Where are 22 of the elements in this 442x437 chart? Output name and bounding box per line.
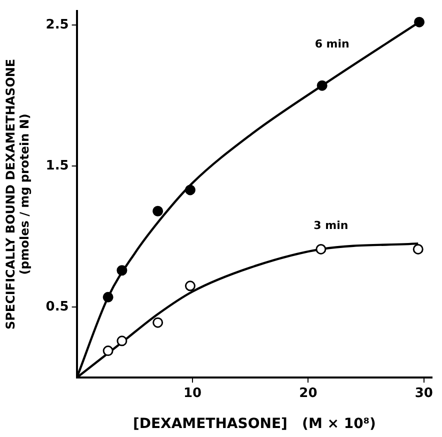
point bbox=[102, 346, 114, 356]
x-axis-title: [DEXAMETHASONE] (M × 10⁸) bbox=[132, 416, 376, 432]
point bbox=[184, 184, 196, 196]
point bbox=[116, 265, 128, 276]
x-tick-label: 30 bbox=[414, 386, 433, 401]
point bbox=[152, 317, 164, 328]
point bbox=[152, 206, 164, 216]
text: 6 min bbox=[314, 38, 350, 51]
point bbox=[184, 280, 196, 292]
x-tick-label: 10 bbox=[183, 386, 202, 401]
point bbox=[316, 244, 326, 254]
series-label: 3 min bbox=[314, 219, 348, 232]
y-tick-label: 0.5 bbox=[46, 299, 69, 314]
point bbox=[102, 292, 114, 302]
x-tick-label: 20 bbox=[299, 386, 318, 401]
y-tick-label: 2.5 bbox=[46, 17, 69, 32]
y-axis-title: SPECIFICALLY BOUND DEXAMETHASONE (pmoles / mg protein N) bbox=[3, 58, 32, 330]
point bbox=[412, 244, 424, 254]
point bbox=[414, 16, 425, 28]
point bbox=[316, 80, 328, 91]
point bbox=[116, 336, 128, 346]
y-tick-label: 1.5 bbox=[46, 158, 69, 174]
